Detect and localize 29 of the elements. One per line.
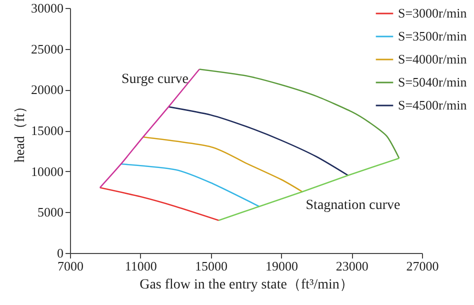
x-tick-label: 7000: [58, 258, 84, 274]
y-tick-label: 10000: [31, 164, 64, 179]
legend-label: S=3500r/min: [398, 28, 468, 44]
x-tick-label: 23000: [336, 258, 368, 274]
x-axis-title: Gas flow in the entry state（ft³/min）: [140, 278, 354, 292]
y-axis-title: head（ft）: [13, 100, 28, 162]
annotation: Stagnation curve: [306, 198, 400, 213]
legend-label: S=5040r/min: [398, 74, 468, 90]
y-tick-label: 5000: [38, 204, 64, 220]
legend-label: S=3000r/min: [398, 6, 468, 20]
line-series: [198, 68, 400, 159]
annotation: Surge curve: [122, 72, 188, 87]
line-series: [99, 68, 200, 188]
x-tick-label: 15000: [195, 258, 228, 274]
y-tick-label: 0: [57, 246, 64, 260]
x-tick-label: 27000: [406, 258, 439, 274]
line-series: [142, 136, 303, 192]
line-series: [218, 158, 400, 221]
x-tick-label: 19000: [265, 258, 298, 274]
line-series: [99, 187, 220, 221]
y-tick-label: 20000: [31, 82, 64, 98]
legend-label: S=4000r/min: [398, 52, 468, 66]
y-tick-label: 30000: [31, 0, 64, 16]
y-tick-label: 15000: [31, 123, 64, 138]
line-series: [168, 106, 349, 176]
y-tick-label: 25000: [31, 41, 64, 56]
line-series: [120, 163, 260, 208]
x-tick-label: 11000: [124, 258, 157, 274]
legend-label: S=4500r/min: [398, 98, 468, 112]
